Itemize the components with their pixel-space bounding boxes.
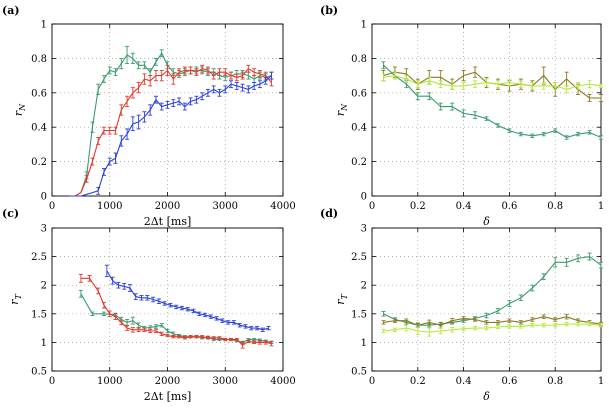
x-tick-label: 0.2 [410,376,426,387]
series-teal [381,61,603,140]
x-tick-label: 0.2 [410,201,426,212]
y-axis-label: rN [334,103,349,116]
x-tick-label: 1000 [97,376,122,387]
x-tick-label: 0 [369,201,375,212]
series-green [69,45,274,197]
plot-frame [51,227,284,372]
plot-frame [51,23,284,197]
panel-label: (a) [2,4,20,17]
x-tick-label: 0.6 [501,376,517,387]
series-red [69,64,274,197]
y-tick-label: 0.6 [31,88,47,99]
y-tick-label: 0.5 [351,367,367,378]
series-lime [381,71,603,94]
plot-frame [371,227,602,372]
y-tick-label: 1.5 [351,309,367,320]
y-tick-label: 0.2 [31,157,47,168]
y-tick-label: 0 [41,192,47,203]
y-tick-label: 0.4 [351,123,367,134]
x-axis-label: δ [483,390,490,403]
series-blue [104,264,271,332]
y-tick-label: 0 [361,192,367,203]
x-tick-label: 0.6 [501,201,517,212]
panel-1: (a) 0 1000 2000 3000 4000 0 0.2 0.4 0.6 0.8 1 2Δt [m… [2,4,296,228]
y-tick-label: 1 [361,20,367,31]
series-line [383,316,602,326]
x-tick-label: 1000 [97,201,122,212]
y-tick-label: 0.6 [351,88,367,99]
y-tick-label: 1 [41,20,47,31]
y-axis-label: rT [8,294,23,305]
x-tick-label: 4000 [270,201,295,212]
x-tick-label: 0.8 [547,376,563,387]
panel-label: (d) [320,207,338,220]
y-tick-label: 2.5 [351,252,367,263]
x-tick-label: 0.4 [456,201,472,212]
series-line [69,67,272,197]
y-tick-label: 2 [41,281,47,292]
x-tick-label: 4000 [270,376,295,387]
x-tick-label: 0.8 [547,201,563,212]
x-tick-label: 3000 [213,376,238,387]
y-tick-label: 1 [41,338,47,349]
y-tick-label: 1 [361,338,367,349]
x-tick-label: 0.4 [456,376,472,387]
panel-label: (b) [320,4,338,17]
series-lime [381,321,603,337]
y-tick-label: 2 [361,281,367,292]
x-tick-label: 2000 [155,201,180,212]
series-line [383,323,602,333]
x-tick-label: 1 [598,376,604,387]
x-tick-label: 0 [369,376,375,387]
y-axis-label: rT [334,294,349,305]
x-tick-label: 3000 [213,201,238,212]
x-axis-label: 2Δt [ms] [144,215,192,228]
series-olive [381,66,603,102]
plot-frame [371,23,602,197]
series-line [383,64,602,139]
series-blue [69,71,274,197]
y-tick-label: 0.4 [31,123,47,134]
y-tick-label: 0.2 [351,157,367,168]
series-line [383,75,602,90]
x-tick-label: 1 [598,201,604,212]
y-axis-label: rN [12,103,27,116]
x-axis-label: 2Δt [ms] [144,390,192,403]
series-line [383,256,602,326]
y-tick-label: 1.5 [31,309,47,320]
x-tick-label: 2000 [155,376,180,387]
panel-3: (c) 0 1000 2000 3000 4000 0.5 1 1.5 2 2.5 3 2Δt [ms]… [2,207,296,403]
y-tick-label: 3 [361,224,367,235]
y-tick-label: 0.8 [351,54,367,65]
x-tick-label: 0 [49,376,55,387]
series-line [80,293,272,343]
panel-2: (b) 0 0.2 0.4 0.6 0.8 1 0 0.2 0.4 0.6 0.8 1 δ rN [320,4,604,228]
x-axis-label: δ [483,215,490,228]
y-tick-label: 0.8 [31,54,47,65]
y-tick-label: 2.5 [31,252,47,263]
series-red [78,273,274,349]
series-teal [381,252,603,328]
series-line [69,75,272,197]
y-tick-label: 3 [41,224,47,235]
panel-label: (c) [2,207,19,220]
series-olive [381,313,603,329]
panel-4: (d) 0 0.2 0.4 0.6 0.8 1 0.5 1 1.5 2 2.5 3 δ rT [320,207,604,403]
y-tick-label: 0.5 [31,367,47,378]
x-tick-label: 0 [49,201,55,212]
